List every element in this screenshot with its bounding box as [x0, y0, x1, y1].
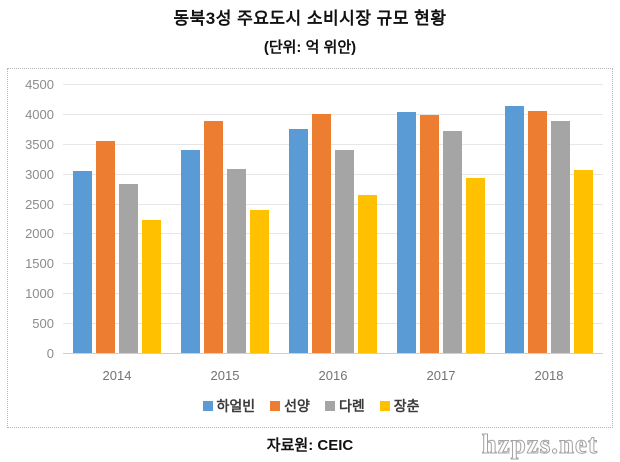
- bar-group-2018: [495, 84, 603, 353]
- bar-선양-2018: [528, 110, 547, 353]
- bar-하얼빈-2018: [505, 106, 524, 353]
- x-tick-label-2015: 2015: [210, 368, 240, 383]
- bar-장춘-2015: [250, 209, 269, 353]
- legend-label: 선양: [284, 398, 310, 414]
- bar-다롄-2016: [335, 149, 354, 353]
- gridline-4500: [63, 84, 603, 85]
- y-tick-label-2000: 2000: [25, 226, 54, 242]
- legend-swatch-icon: [202, 401, 213, 411]
- legend-item-하얼빈: 하얼빈: [202, 396, 256, 416]
- gridline-2500: [63, 203, 603, 205]
- gridline-3500: [63, 143, 603, 145]
- chart-legend: 하얼빈 선양 다롄 장춘: [8, 396, 614, 416]
- legend-label: 장춘: [393, 398, 420, 414]
- bar-하얼빈-2016: [289, 129, 308, 353]
- legend-label: 하얼빈: [216, 398, 256, 414]
- gridline-0: [63, 353, 603, 354]
- legend-swatch-icon: [324, 401, 335, 411]
- bar-하얼빈-2015: [181, 150, 200, 353]
- site-watermark: hzpzs.net: [481, 429, 598, 460]
- gridline-500: [63, 323, 603, 325]
- bar-group-2017: [387, 84, 495, 353]
- legend-item-다롄: 다롄: [324, 396, 365, 416]
- bar-장춘-2017: [466, 178, 485, 353]
- legend-swatch-icon: [270, 401, 281, 411]
- bar-하얼빈-2017: [397, 111, 416, 353]
- legend-label: 다롄: [338, 398, 365, 414]
- bar-다롄-2018: [551, 120, 570, 353]
- data-source-caption: 자료원: CEIC: [266, 437, 354, 454]
- y-tick-label-4500: 4500: [25, 77, 54, 92]
- bar-다롄-2015: [227, 168, 246, 353]
- x-tick-label-2018: 2018: [534, 368, 564, 383]
- bar-선양-2014: [96, 140, 115, 353]
- x-axis-tick-labels: 2014 2015 2016 2017 2018: [63, 368, 603, 383]
- bar-하얼빈-2014: [73, 170, 92, 353]
- y-tick-label-1000: 1000: [25, 286, 54, 302]
- y-tick-label-4000: 4000: [25, 106, 54, 122]
- legend-item-선양: 선양: [270, 396, 310, 416]
- bar-다롄-2014: [119, 183, 138, 353]
- chart-area: 0 500 1000 1500 2000 2500 3000 3500 4000 4500 201…: [7, 68, 613, 428]
- bar-장춘-2014: [142, 220, 161, 353]
- legend-swatch-icon: [379, 401, 390, 411]
- legend-item-장춘: 장춘: [379, 396, 420, 416]
- gridline-1500: [63, 263, 603, 265]
- bar-장춘-2016: [358, 195, 377, 353]
- x-tick-label-2017: 2017: [426, 368, 456, 383]
- x-tick-label-2014: 2014: [102, 368, 132, 383]
- bar-장춘-2018: [574, 170, 593, 353]
- y-tick-label-500: 500: [32, 316, 54, 332]
- y-tick-label-1500: 1500: [25, 256, 54, 272]
- bar-group-2016: [279, 84, 387, 353]
- bar-group-2014: [63, 84, 171, 353]
- chart-subtitle-unit: (단위: 억 위안): [263, 39, 357, 56]
- bar-선양-2015: [204, 121, 223, 353]
- bar-선양-2017: [420, 114, 439, 353]
- y-tick-label-3000: 3000: [25, 166, 54, 182]
- gridline-1000: [63, 293, 603, 295]
- y-tick-label-2500: 2500: [25, 196, 54, 212]
- plot-area: [63, 84, 603, 353]
- x-tick-label-2016: 2016: [318, 368, 348, 383]
- bar-다롄-2017: [443, 130, 462, 353]
- gridline-3000: [63, 173, 603, 175]
- bar-group-2015: [171, 84, 279, 353]
- chart-title: 동북3성 주요도시 소비시장 규모 현황: [173, 9, 447, 28]
- gridline-2000: [63, 233, 603, 235]
- y-tick-label-0: 0: [46, 346, 54, 361]
- gridline-4000: [63, 113, 603, 115]
- y-tick-label-3500: 3500: [25, 136, 54, 152]
- bar-선양-2016: [312, 113, 331, 353]
